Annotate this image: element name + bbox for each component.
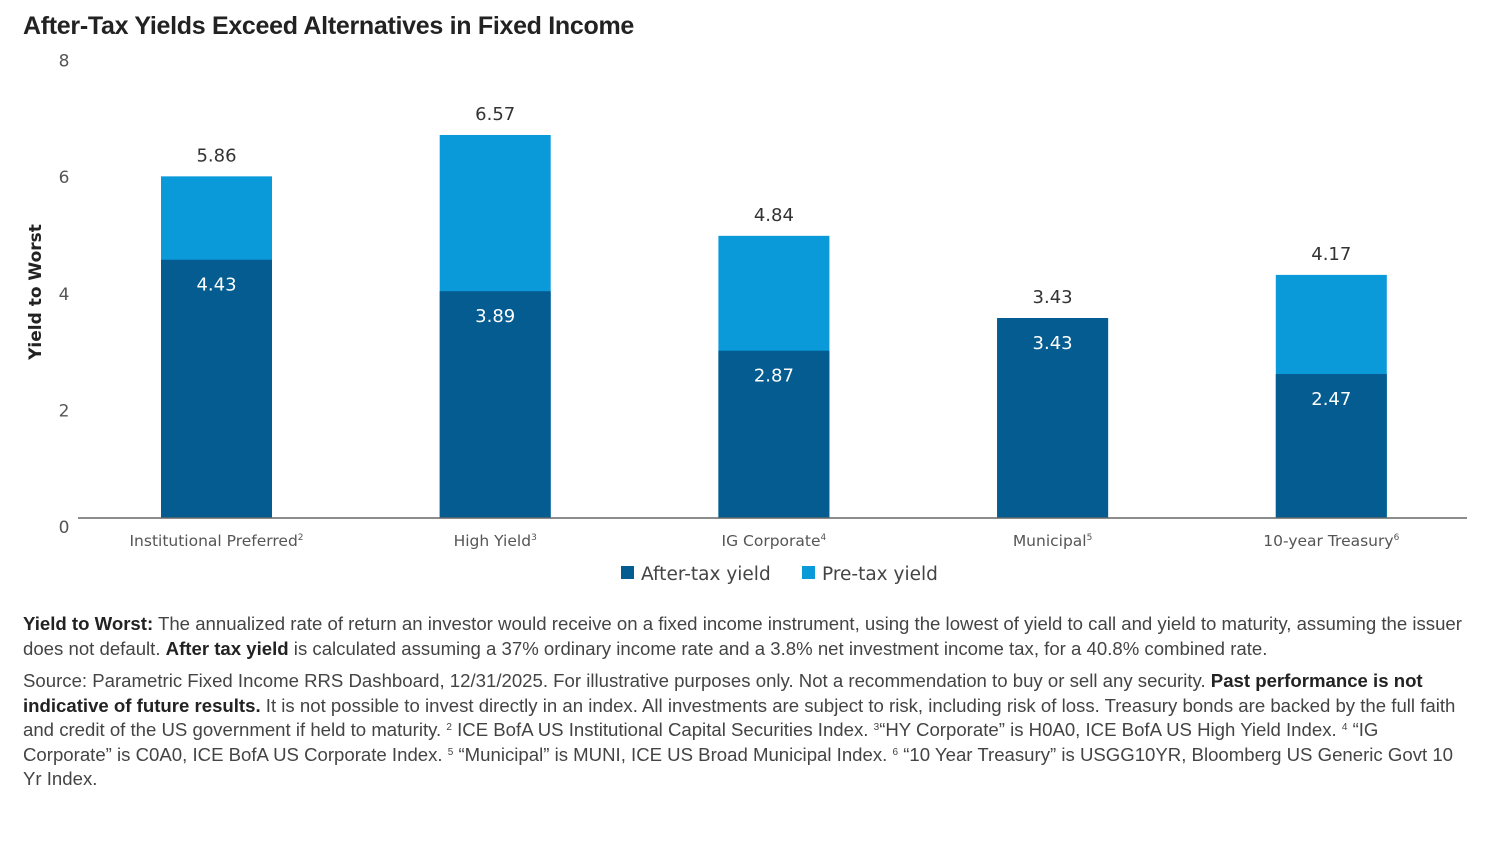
y-tick-label: 4 bbox=[59, 285, 70, 305]
footnote-4: “IG Corporate” is C0A0, ICE BofA US Corp… bbox=[23, 719, 1379, 765]
bars: 5.86 4.43 6.57 3.89 4.84 2.87 3.43 3.43 4.17 2.47 bbox=[161, 104, 1387, 518]
bar-after-tax bbox=[718, 350, 830, 518]
data-label-pre-tax: 4.84 bbox=[754, 205, 794, 226]
chart-notes: Yield to Worst: The annualized rate of r… bbox=[23, 612, 1463, 800]
after-tax-text: is calculated assuming a 37% ordinary in… bbox=[288, 637, 1268, 659]
y-tick-label: 8 bbox=[59, 52, 70, 72]
definition-text: The annualized rate of return an investo… bbox=[23, 613, 1462, 659]
footnote-6: “10 Year Treasury” is USGG10YR, Bloomber… bbox=[23, 743, 1454, 790]
data-label-pre-tax: 4.17 bbox=[1311, 244, 1351, 265]
source-text: Source: Parametric Fixed Income RRS Dash… bbox=[23, 670, 1211, 691]
y-tick-label: 0 bbox=[59, 518, 70, 538]
legend-label-pre-tax: Pre-tax yield bbox=[822, 564, 938, 585]
legend-label-after-tax: After-tax yield bbox=[641, 564, 771, 585]
footnote-mark-6: 6 bbox=[892, 746, 899, 758]
x-tick-label: IG Corporate4 bbox=[722, 532, 827, 550]
y-axis-label: Yield to Worst bbox=[26, 224, 46, 361]
footnote-mark-4: 4 bbox=[1341, 722, 1348, 733]
definition-term: Yield to Worst: bbox=[23, 613, 154, 634]
x-tick-label: 10-year Treasury6 bbox=[1263, 532, 1399, 550]
data-label-pre-tax: 3.43 bbox=[1033, 287, 1073, 308]
footnote-5: “Municipal” is MUNI, ICE US Broad Munici… bbox=[453, 743, 893, 765]
bar-after-tax bbox=[439, 291, 551, 518]
data-label-after-tax: 3.43 bbox=[1033, 333, 1073, 354]
bar-after-tax bbox=[1275, 373, 1387, 518]
data-label-after-tax: 2.87 bbox=[754, 366, 794, 387]
y-tick-label: 6 bbox=[59, 168, 70, 188]
bar-after-tax bbox=[997, 318, 1109, 518]
source-note: Source: Parametric Fixed Income RRS Dash… bbox=[23, 669, 1463, 792]
x-tick-label: Municipal5 bbox=[1013, 532, 1093, 550]
after-tax-term: After tax yield bbox=[165, 637, 289, 659]
bar-chart: 0 2 4 6 8 Yield to Worst 5.86 4.43 6.57 3.89 4.8… bbox=[26, 52, 1467, 585]
x-tick-label: High Yield3 bbox=[454, 532, 537, 550]
y-axis: 0 2 4 6 8 bbox=[59, 52, 70, 538]
data-label-pre-tax: 6.57 bbox=[475, 104, 515, 125]
x-tick-label: Institutional Preferred2 bbox=[129, 532, 303, 550]
legend: After-tax yield Pre-tax yield bbox=[621, 564, 938, 585]
bar-after-tax bbox=[161, 259, 272, 518]
definition-note: Yield to Worst: The annualized rate of r… bbox=[23, 612, 1463, 661]
data-label-after-tax: 3.89 bbox=[475, 306, 515, 327]
chart-title: After-Tax Yields Exceed Alternatives in … bbox=[23, 12, 635, 40]
data-label-pre-tax: 5.86 bbox=[196, 145, 236, 166]
data-label-after-tax: 2.47 bbox=[1311, 389, 1351, 410]
legend-swatch-pre-tax bbox=[802, 566, 815, 579]
x-axis: Institutional Preferred2 High Yield3 IG Co… bbox=[129, 532, 1399, 550]
footnote-3: “HY Corporate” is H0A0, ICE BofA US High… bbox=[879, 719, 1342, 740]
data-label-after-tax: 4.43 bbox=[196, 275, 236, 296]
footnote-mark-2: 2 bbox=[446, 722, 452, 733]
disclaimer-bold: Past performance is not indicative of fu… bbox=[23, 670, 1423, 716]
footnote-mark-3: 3 bbox=[873, 722, 880, 733]
y-tick-label: 2 bbox=[59, 401, 70, 421]
footnote-2: ICE BofA US Institutional Capital Securi… bbox=[451, 719, 874, 740]
legend-swatch-after-tax bbox=[621, 566, 634, 579]
footnote-mark-5: 5 bbox=[447, 746, 454, 758]
disclaimer-text: It is not possible to invest directly in… bbox=[23, 694, 1456, 741]
